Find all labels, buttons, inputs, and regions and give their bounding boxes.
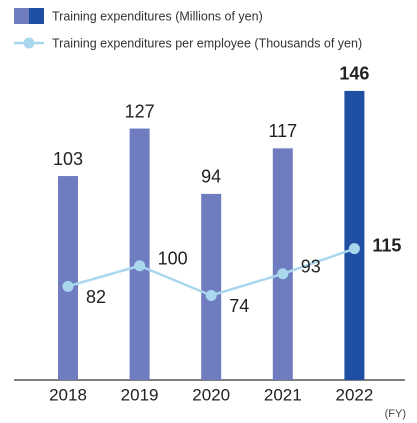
bar [129, 128, 150, 380]
legend-label: Training expenditures per employee (Thou… [52, 36, 362, 50]
line-marker [277, 268, 289, 280]
legend-label: Training expenditures (Millions of yen) [52, 9, 263, 23]
bar [272, 148, 293, 380]
line-marker [205, 289, 217, 301]
x-tick-label: 2019 [121, 385, 159, 404]
line-label: 100 [158, 249, 188, 269]
bar-label: 103 [53, 149, 83, 169]
line-label: 82 [86, 287, 106, 307]
line-label: 74 [229, 296, 249, 316]
bar [201, 193, 222, 380]
legend-swatch-dark [29, 8, 44, 24]
x-axis-label: (FY) [385, 408, 406, 420]
bar-label: 127 [125, 101, 155, 121]
x-tick-label: 2021 [264, 385, 302, 404]
bar [58, 176, 78, 380]
bar [344, 90, 365, 381]
bar-label: 94 [201, 167, 221, 187]
legend-swatch-light [14, 8, 29, 24]
line-label: 93 [301, 257, 321, 277]
bar-label: 117 [268, 121, 297, 141]
line-marker [348, 243, 360, 255]
x-tick-label: 2020 [192, 385, 230, 404]
x-tick-label: 2018 [49, 385, 87, 404]
line-marker [134, 260, 146, 272]
line-marker [62, 280, 74, 292]
legend-marker [23, 37, 35, 49]
line-label: 115 [372, 235, 401, 255]
bar-label: 146 [339, 64, 369, 84]
x-tick-label: 2022 [335, 385, 373, 404]
